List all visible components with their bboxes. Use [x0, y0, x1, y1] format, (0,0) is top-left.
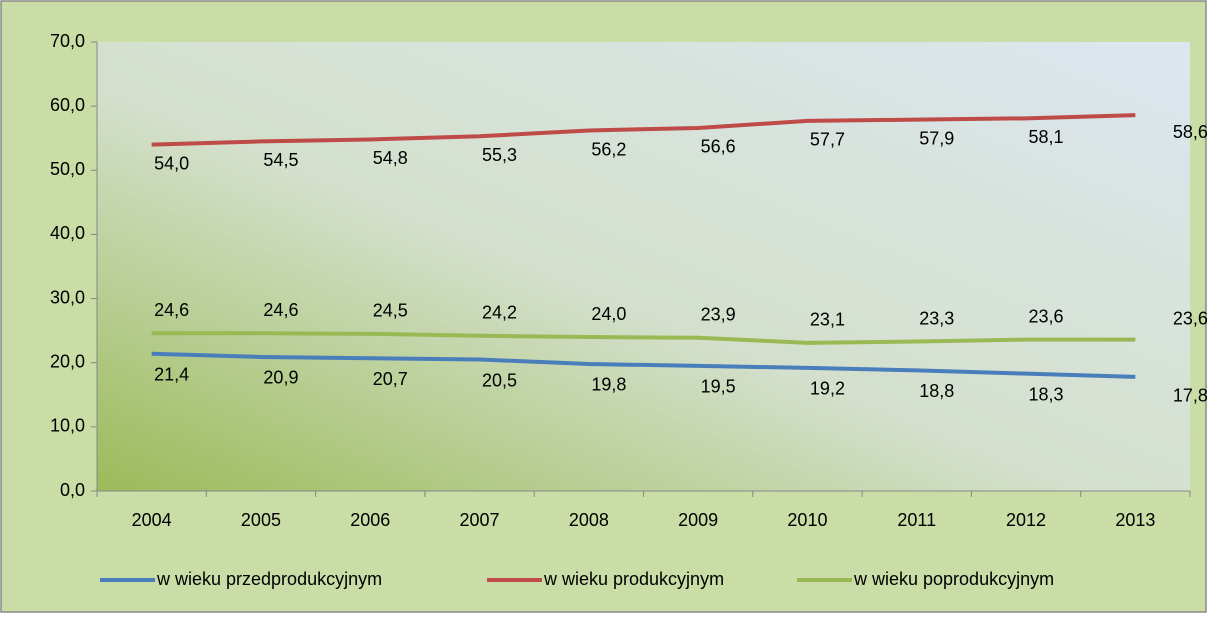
data-label: 24,6 — [263, 300, 298, 320]
x-tick-label: 2013 — [1115, 510, 1155, 530]
data-label: 57,9 — [919, 128, 954, 148]
data-label: 58,6 — [1173, 122, 1207, 142]
y-tick-label: 0,0 — [60, 480, 85, 500]
data-label: 24,0 — [591, 304, 626, 324]
data-label: 23,6 — [1173, 309, 1207, 329]
data-label: 19,8 — [591, 375, 626, 395]
data-label: 54,5 — [263, 150, 298, 170]
series-line — [151, 351, 1136, 379]
x-tick-label: 2010 — [787, 510, 827, 530]
series-line — [151, 331, 1136, 345]
data-label: 17,8 — [1173, 385, 1207, 405]
data-label: 24,2 — [482, 303, 517, 323]
data-label: 54,8 — [373, 148, 408, 168]
y-tick-label: 40,0 — [50, 223, 85, 243]
legend-label: w wieku poprodukcyjnym — [853, 569, 1054, 589]
x-tick-label: 2009 — [678, 510, 718, 530]
x-tick-label: 2004 — [132, 510, 172, 530]
data-label: 20,9 — [263, 368, 298, 388]
y-tick-label: 30,0 — [50, 287, 85, 307]
x-tick-label: 2005 — [241, 510, 281, 530]
series-line — [151, 113, 1136, 147]
data-label: 24,6 — [154, 300, 189, 320]
legend-label: w wieku przedprodukcyjnym — [156, 569, 382, 589]
y-tick-label: 20,0 — [50, 351, 85, 371]
data-label: 23,1 — [810, 310, 845, 330]
data-label: 56,6 — [701, 137, 736, 157]
data-label: 20,7 — [373, 369, 408, 389]
data-label: 55,3 — [482, 145, 517, 165]
data-label: 18,3 — [1029, 384, 1064, 404]
data-label: 21,4 — [154, 364, 189, 384]
y-tick-label: 50,0 — [50, 159, 85, 179]
plot-area — [97, 42, 1190, 491]
data-label: 19,5 — [701, 377, 736, 397]
data-label: 20,5 — [482, 370, 517, 390]
x-tick-label: 2012 — [1006, 510, 1046, 530]
data-label: 58,1 — [1029, 127, 1064, 147]
data-label: 24,5 — [373, 301, 408, 321]
x-tick-label: 2006 — [350, 510, 390, 530]
y-tick-label: 70,0 — [50, 31, 85, 51]
data-label: 57,7 — [810, 130, 845, 150]
y-tick-label: 10,0 — [50, 416, 85, 436]
x-tick-label: 2008 — [569, 510, 609, 530]
data-label: 23,6 — [1029, 306, 1064, 326]
data-label: 23,9 — [701, 304, 736, 324]
y-tick-label: 60,0 — [50, 95, 85, 115]
legend-label: w wieku produkcyjnym — [543, 569, 724, 589]
data-label: 18,8 — [919, 381, 954, 401]
x-tick-label: 2007 — [460, 510, 500, 530]
data-label: 19,2 — [810, 379, 845, 399]
data-label: 23,3 — [919, 308, 954, 328]
data-label: 54,0 — [154, 153, 189, 173]
x-tick-label: 2011 — [897, 510, 936, 530]
data-label: 56,2 — [591, 139, 626, 159]
